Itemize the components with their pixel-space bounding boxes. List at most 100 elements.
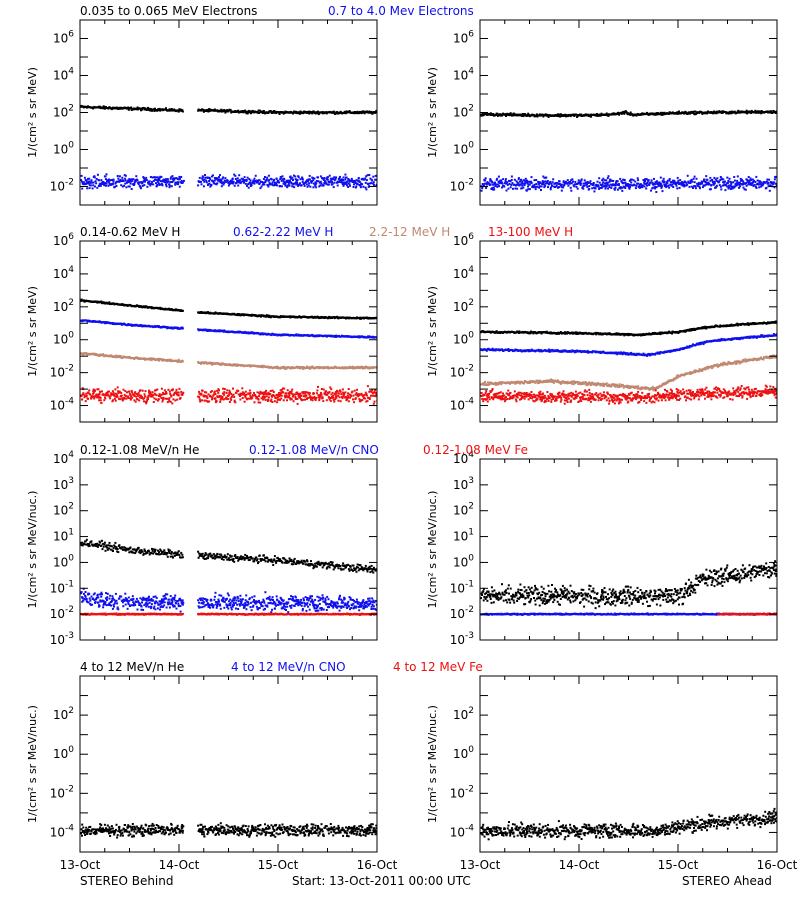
data-point bbox=[539, 185, 541, 187]
data-point bbox=[125, 395, 127, 397]
data-point bbox=[305, 394, 307, 396]
data-point bbox=[315, 182, 317, 184]
data-point bbox=[146, 401, 148, 403]
data-point bbox=[101, 390, 103, 392]
data-point bbox=[320, 181, 322, 183]
data-point bbox=[198, 391, 200, 393]
data-point bbox=[95, 182, 97, 184]
data-point bbox=[550, 188, 552, 190]
data-point bbox=[114, 388, 116, 390]
data-point bbox=[343, 394, 345, 396]
data-point bbox=[332, 397, 334, 399]
data-point bbox=[506, 182, 508, 184]
data-point bbox=[644, 185, 646, 187]
data-point bbox=[214, 180, 216, 182]
data-point bbox=[660, 177, 662, 179]
data-point bbox=[608, 175, 610, 177]
data-point bbox=[205, 391, 207, 393]
data-point bbox=[286, 399, 288, 401]
data-point bbox=[134, 391, 136, 393]
data-point bbox=[624, 186, 626, 188]
data-point bbox=[650, 190, 652, 192]
data-point bbox=[244, 176, 246, 178]
data-point bbox=[343, 176, 345, 178]
y-tick-label-base: 10 bbox=[453, 106, 468, 120]
data-point bbox=[236, 392, 238, 394]
data-point bbox=[118, 391, 120, 393]
data-point bbox=[100, 397, 102, 399]
data-point bbox=[500, 179, 502, 181]
data-point bbox=[711, 184, 713, 186]
data-point bbox=[352, 398, 354, 400]
data-point bbox=[522, 187, 524, 189]
data-point bbox=[335, 395, 337, 397]
data-point bbox=[772, 183, 774, 185]
data-point bbox=[594, 187, 596, 189]
data-point bbox=[216, 400, 218, 402]
data-point bbox=[357, 183, 359, 185]
data-points bbox=[480, 320, 779, 404]
data-point bbox=[309, 175, 311, 177]
data-point bbox=[293, 186, 295, 188]
data-point bbox=[287, 185, 289, 187]
data-point bbox=[201, 183, 203, 185]
data-point bbox=[774, 178, 776, 180]
data-point bbox=[119, 175, 121, 177]
series-2-points bbox=[480, 175, 780, 193]
data-point bbox=[158, 398, 160, 400]
data-point bbox=[520, 188, 522, 190]
data-point bbox=[238, 174, 240, 176]
data-point bbox=[174, 184, 176, 186]
data-point bbox=[206, 397, 208, 399]
data-point bbox=[655, 183, 657, 185]
data-point bbox=[116, 394, 118, 396]
data-point bbox=[366, 179, 368, 181]
data-point bbox=[745, 189, 747, 191]
data-point bbox=[724, 189, 726, 191]
data-point bbox=[302, 179, 304, 181]
series-3-points bbox=[80, 352, 379, 370]
data-point bbox=[510, 186, 512, 188]
data-point bbox=[333, 186, 335, 188]
data-point bbox=[145, 177, 147, 179]
y-tick-label-exponent: 2 bbox=[68, 298, 74, 308]
data-point bbox=[292, 396, 294, 398]
data-point bbox=[282, 392, 284, 394]
data-point bbox=[588, 185, 590, 187]
data-point bbox=[105, 185, 107, 187]
data-point bbox=[266, 177, 268, 179]
data-point bbox=[736, 180, 738, 182]
data-point bbox=[703, 179, 705, 181]
data-point bbox=[705, 175, 707, 177]
data-point bbox=[349, 185, 351, 187]
data-point bbox=[373, 181, 375, 183]
data-point bbox=[90, 184, 92, 186]
data-point bbox=[182, 111, 184, 113]
data-point bbox=[621, 190, 623, 192]
data-point bbox=[152, 391, 154, 393]
data-point bbox=[337, 400, 339, 402]
data-point bbox=[242, 397, 244, 399]
data-point bbox=[593, 190, 595, 192]
data-point bbox=[89, 394, 91, 396]
data-point bbox=[159, 178, 161, 180]
data-point bbox=[765, 187, 767, 189]
data-point bbox=[755, 176, 757, 178]
data-point bbox=[223, 184, 225, 186]
data-point bbox=[250, 179, 252, 181]
data-point bbox=[160, 180, 162, 182]
data-point bbox=[308, 182, 310, 184]
data-point bbox=[270, 390, 272, 392]
data-point bbox=[223, 399, 225, 401]
data-point bbox=[167, 178, 169, 180]
data-point bbox=[255, 175, 257, 177]
data-point bbox=[720, 188, 722, 190]
data-point bbox=[351, 391, 353, 393]
data-point bbox=[273, 180, 275, 182]
data-point bbox=[309, 392, 311, 394]
data-point bbox=[170, 396, 172, 398]
data-point bbox=[583, 185, 585, 187]
data-point bbox=[203, 394, 205, 396]
data-point bbox=[726, 177, 728, 179]
